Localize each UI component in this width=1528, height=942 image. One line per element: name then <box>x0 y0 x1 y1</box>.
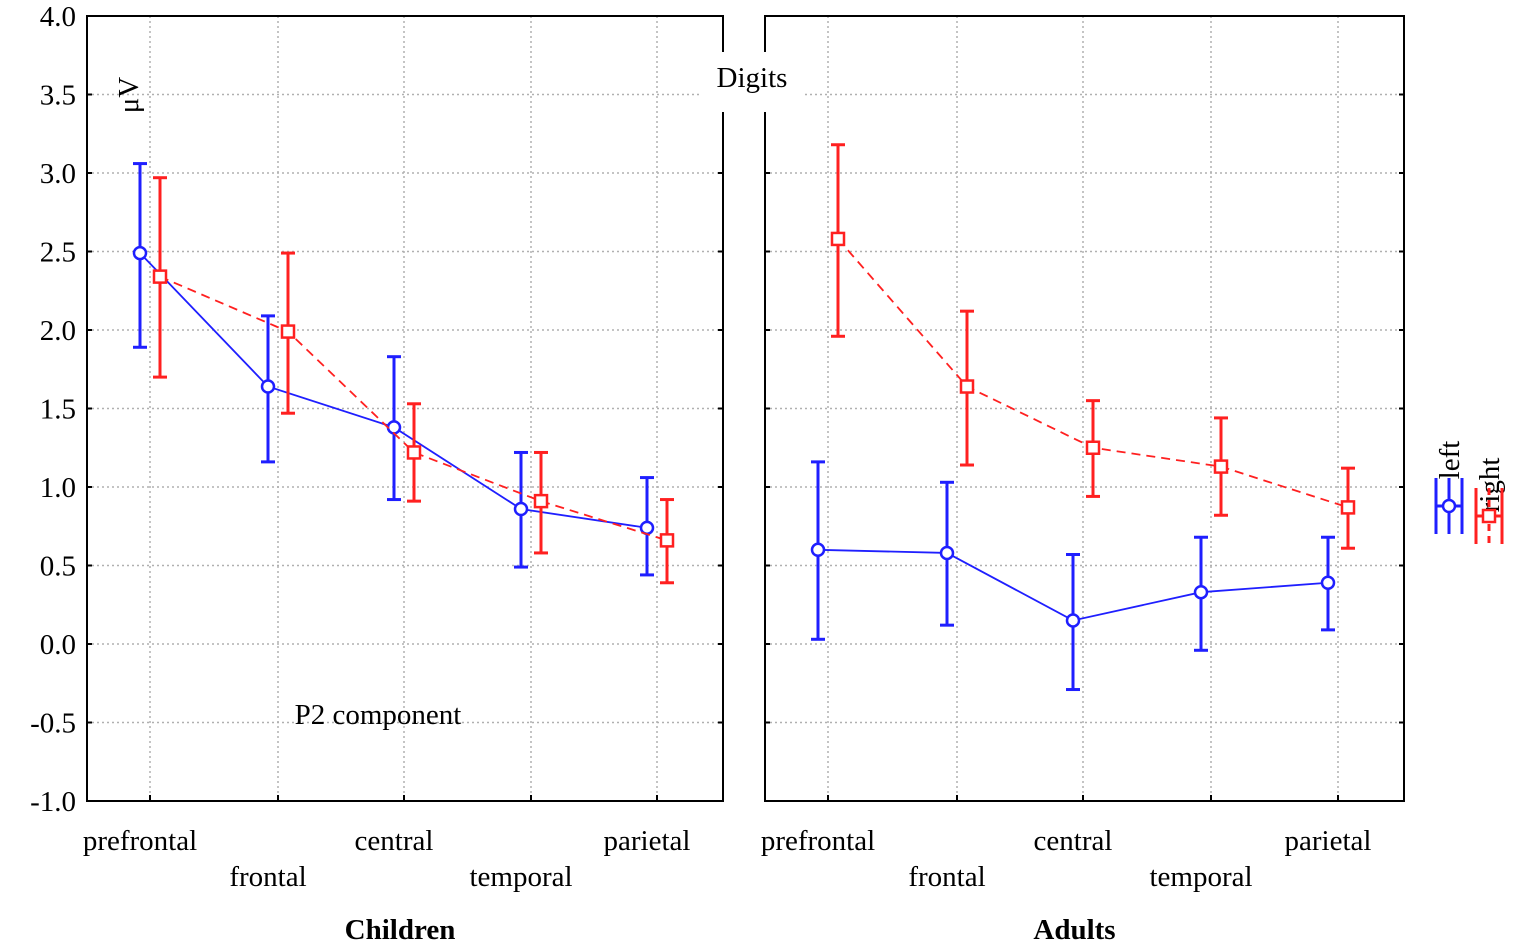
data-point-right <box>959 379 975 394</box>
data-point-left <box>939 545 955 561</box>
series-line-right <box>159 275 668 542</box>
x-tick-label: parietal <box>604 825 691 857</box>
y-tick-label: 1.5 <box>40 394 76 426</box>
legend-marker-right <box>1481 508 1497 524</box>
y-tick-label: 3.0 <box>40 158 76 190</box>
y-tick-label: 0.0 <box>40 629 76 661</box>
x-tick-label: prefrontal <box>761 825 875 857</box>
data-point-left <box>132 245 148 261</box>
data-point-right <box>1340 500 1356 515</box>
data-point-left <box>1193 584 1209 600</box>
data-point-right <box>406 445 422 460</box>
annotation: P2 component <box>295 699 462 731</box>
x-tick-label: frontal <box>229 861 306 893</box>
data-point-left <box>513 501 529 517</box>
data-point-right <box>659 533 675 548</box>
data-point-left <box>1065 613 1081 628</box>
x-axis-label: Adults <box>1033 914 1115 942</box>
chart-title: Digits <box>717 62 788 94</box>
data-point-left <box>1320 575 1336 591</box>
data-point-left <box>810 542 826 558</box>
y-tick-label: 3.5 <box>40 80 76 112</box>
y-tick-label: 2.0 <box>40 315 76 347</box>
data-point-right <box>280 324 296 339</box>
legend-marker-left <box>1441 498 1457 514</box>
data-point-right <box>830 231 846 247</box>
data-point-left <box>386 420 402 435</box>
y-tick-label: 2.5 <box>40 237 76 269</box>
title-background <box>700 52 805 112</box>
x-tick-label: central <box>1034 825 1113 857</box>
x-axis-label: Children <box>345 914 456 942</box>
x-tick-label: central <box>355 825 434 857</box>
x-tick-label: temporal <box>469 861 572 893</box>
data-point-right <box>533 493 549 509</box>
x-tick-label: frontal <box>908 861 985 893</box>
data-point-right <box>152 269 168 284</box>
y-tick-label: -0.5 <box>30 708 76 740</box>
y-tick-label: 0.5 <box>40 551 76 583</box>
data-point-right <box>1213 459 1229 474</box>
y-tick-label: 1.0 <box>40 472 76 504</box>
data-point-left <box>260 379 276 394</box>
x-tick-label: temporal <box>1149 861 1252 893</box>
data-point-right <box>1085 440 1101 455</box>
legend-label-left: left <box>1434 441 1466 480</box>
x-tick-label: parietal <box>1285 825 1372 857</box>
y-tick-label: 4.0 <box>40 1 76 33</box>
y-axis-label: μV <box>113 77 145 114</box>
x-tick-label: prefrontal <box>83 825 197 857</box>
y-tick-label: -1.0 <box>30 786 76 818</box>
